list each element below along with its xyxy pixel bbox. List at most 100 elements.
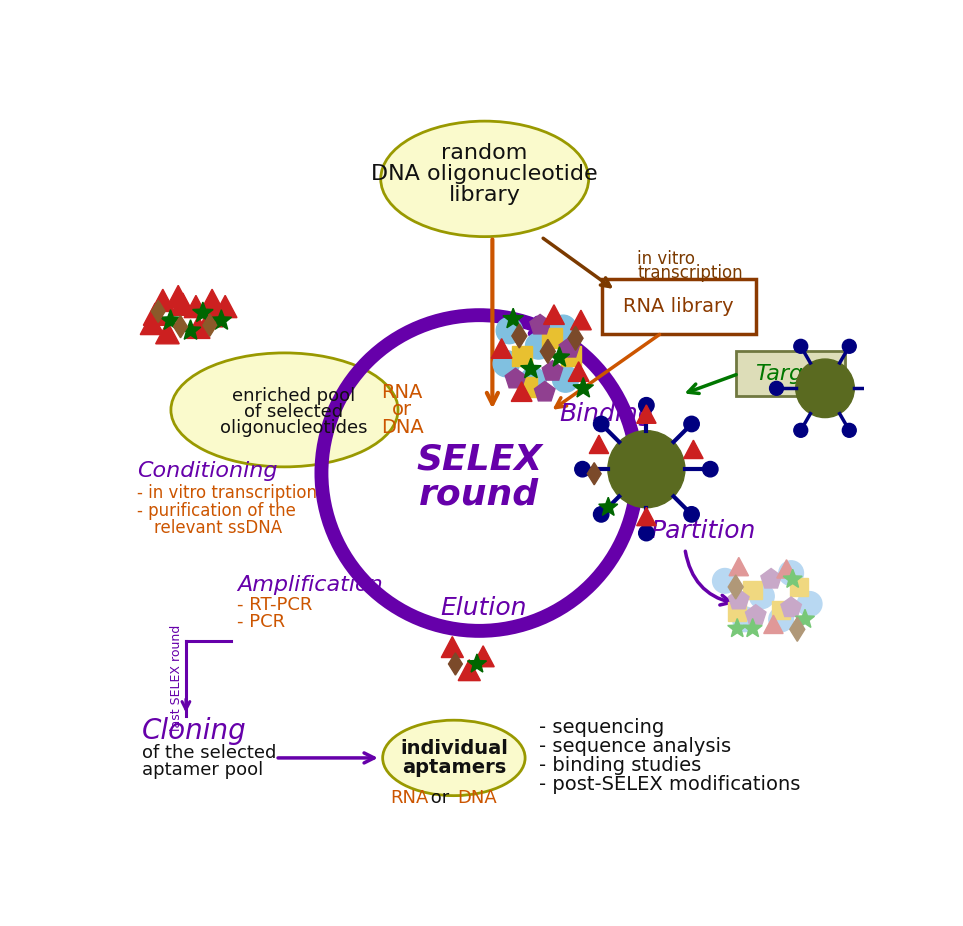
Circle shape bbox=[794, 340, 808, 353]
Polygon shape bbox=[530, 315, 551, 334]
Polygon shape bbox=[729, 589, 749, 608]
Polygon shape bbox=[449, 653, 462, 675]
Ellipse shape bbox=[380, 121, 588, 237]
Text: round: round bbox=[419, 478, 539, 511]
Polygon shape bbox=[728, 619, 746, 637]
Polygon shape bbox=[542, 360, 562, 380]
Text: Elution: Elution bbox=[440, 595, 527, 619]
Polygon shape bbox=[540, 339, 556, 363]
Polygon shape bbox=[795, 609, 815, 628]
Circle shape bbox=[520, 368, 546, 394]
Circle shape bbox=[684, 507, 699, 522]
FancyBboxPatch shape bbox=[603, 279, 756, 334]
Text: DNA: DNA bbox=[381, 419, 424, 437]
Circle shape bbox=[713, 569, 738, 594]
Text: of the selected: of the selected bbox=[142, 744, 276, 761]
Text: or: or bbox=[392, 400, 412, 419]
Polygon shape bbox=[506, 369, 526, 388]
Text: RNA: RNA bbox=[391, 789, 429, 807]
Text: Partition: Partition bbox=[650, 519, 756, 543]
Circle shape bbox=[493, 351, 519, 377]
Circle shape bbox=[794, 423, 808, 437]
Polygon shape bbox=[211, 310, 231, 330]
Polygon shape bbox=[777, 559, 796, 578]
Circle shape bbox=[593, 507, 609, 522]
Polygon shape bbox=[637, 405, 656, 423]
Polygon shape bbox=[761, 569, 781, 588]
Polygon shape bbox=[151, 289, 174, 311]
Polygon shape bbox=[472, 645, 494, 667]
Text: DNA oligonucleotide: DNA oligonucleotide bbox=[372, 164, 598, 184]
Polygon shape bbox=[214, 295, 237, 318]
Text: in vitro: in vitro bbox=[638, 250, 695, 268]
Polygon shape bbox=[534, 382, 555, 401]
Polygon shape bbox=[543, 305, 564, 324]
Text: - purification of the: - purification of the bbox=[137, 502, 296, 519]
Polygon shape bbox=[167, 285, 190, 307]
Ellipse shape bbox=[382, 720, 525, 795]
Text: Amplification: Amplification bbox=[237, 575, 382, 594]
Text: - sequence analysis: - sequence analysis bbox=[538, 737, 731, 756]
Circle shape bbox=[496, 318, 522, 344]
Circle shape bbox=[797, 592, 822, 616]
Text: last SELEX round: last SELEX round bbox=[170, 625, 183, 731]
Polygon shape bbox=[781, 597, 801, 617]
Circle shape bbox=[684, 417, 699, 432]
Bar bbox=[511, 346, 532, 366]
Text: Cloning: Cloning bbox=[142, 717, 247, 745]
Polygon shape bbox=[560, 337, 580, 357]
Circle shape bbox=[593, 417, 609, 432]
Text: SELEX: SELEX bbox=[416, 442, 542, 476]
Polygon shape bbox=[764, 615, 783, 633]
Polygon shape bbox=[156, 321, 179, 344]
Circle shape bbox=[733, 607, 757, 632]
Text: random: random bbox=[441, 144, 528, 164]
Text: Binding: Binding bbox=[560, 402, 654, 426]
Circle shape bbox=[638, 397, 654, 413]
Circle shape bbox=[526, 332, 552, 359]
Polygon shape bbox=[143, 303, 167, 325]
Text: DNA: DNA bbox=[457, 789, 498, 807]
Bar bbox=[728, 603, 746, 620]
Circle shape bbox=[638, 525, 654, 541]
Bar bbox=[790, 578, 808, 596]
Polygon shape bbox=[173, 316, 188, 338]
Text: oligonucleotides: oligonucleotides bbox=[220, 419, 368, 437]
Text: aptamers: aptamers bbox=[402, 757, 506, 777]
Polygon shape bbox=[684, 440, 703, 458]
Circle shape bbox=[749, 584, 774, 608]
Circle shape bbox=[553, 366, 579, 393]
Polygon shape bbox=[728, 575, 743, 599]
Circle shape bbox=[703, 461, 718, 477]
Circle shape bbox=[795, 359, 854, 418]
Polygon shape bbox=[521, 358, 541, 378]
Polygon shape bbox=[203, 314, 217, 336]
Text: - post-SELEX modifications: - post-SELEX modifications bbox=[538, 775, 800, 795]
Polygon shape bbox=[151, 300, 165, 322]
Polygon shape bbox=[549, 346, 570, 367]
Circle shape bbox=[843, 340, 856, 353]
Circle shape bbox=[768, 607, 794, 632]
Bar bbox=[772, 601, 791, 619]
Circle shape bbox=[779, 561, 803, 585]
Polygon shape bbox=[599, 497, 618, 516]
Text: or: or bbox=[426, 789, 455, 807]
Polygon shape bbox=[180, 319, 201, 339]
Polygon shape bbox=[199, 305, 223, 327]
Polygon shape bbox=[491, 339, 512, 358]
Polygon shape bbox=[568, 326, 583, 350]
Polygon shape bbox=[511, 324, 527, 348]
Circle shape bbox=[550, 315, 576, 342]
Polygon shape bbox=[790, 618, 805, 642]
Circle shape bbox=[843, 423, 856, 437]
Polygon shape bbox=[511, 382, 532, 401]
Bar bbox=[517, 377, 537, 396]
Polygon shape bbox=[743, 619, 762, 637]
Polygon shape bbox=[467, 654, 486, 672]
Text: transcription: transcription bbox=[638, 264, 742, 282]
Polygon shape bbox=[193, 302, 213, 321]
Circle shape bbox=[575, 461, 590, 477]
Polygon shape bbox=[587, 463, 601, 485]
Polygon shape bbox=[729, 557, 748, 576]
Polygon shape bbox=[441, 636, 463, 657]
